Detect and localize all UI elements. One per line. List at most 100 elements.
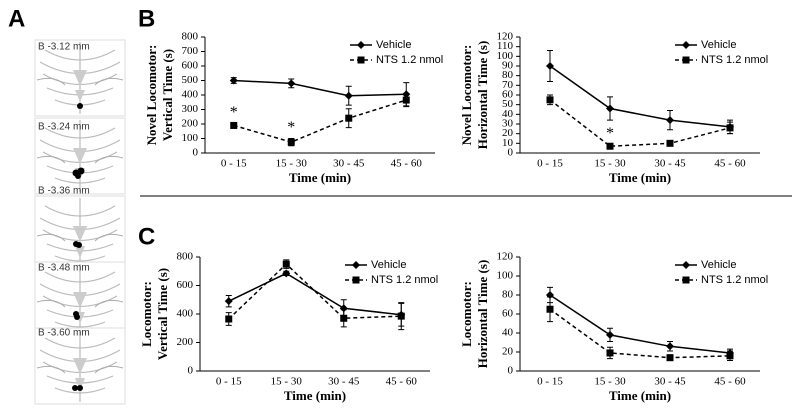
y-tick-label: 700 bbox=[182, 45, 199, 57]
y-tick-label: 800 bbox=[182, 31, 199, 43]
y-tick-label: 120 bbox=[497, 31, 514, 43]
marker bbox=[606, 349, 614, 357]
marker bbox=[340, 314, 348, 322]
x-tick-label: 45 - 60 bbox=[391, 158, 423, 170]
series-line bbox=[549, 308, 731, 359]
marker bbox=[666, 139, 674, 147]
legend-label: Vehicle bbox=[701, 39, 736, 51]
y-axis-label: Locomotor: bbox=[459, 281, 474, 347]
y-tick-label: 400 bbox=[177, 308, 194, 320]
y-axis-label: Novel Locomotor: bbox=[144, 45, 159, 146]
y-tick-label: 200 bbox=[177, 336, 194, 348]
marker bbox=[546, 305, 554, 313]
x-tick-label: 0 - 15 bbox=[537, 376, 563, 388]
y-tick-label: 0 bbox=[508, 365, 514, 377]
y-tick-label: 0 bbox=[508, 147, 514, 159]
x-tick-label: 15 - 30 bbox=[271, 376, 303, 388]
y-tick-label: 100 bbox=[182, 132, 199, 144]
series-line bbox=[549, 294, 731, 354]
x-axis-label: Time (min) bbox=[609, 170, 671, 185]
legend-marker bbox=[682, 261, 690, 269]
section-label: B -3.12 mm bbox=[38, 42, 90, 53]
y-axis-label: Vertical Time (s) bbox=[155, 268, 170, 360]
x-axis-label: Time (min) bbox=[289, 170, 351, 185]
legend-label: Vehicle bbox=[376, 39, 411, 51]
series-line bbox=[228, 272, 402, 316]
marker bbox=[666, 354, 674, 362]
series-line bbox=[549, 65, 731, 128]
marker bbox=[606, 104, 614, 113]
x-tick-label: 15 - 30 bbox=[594, 376, 626, 388]
y-tick-label: 0 bbox=[193, 147, 199, 159]
panel-label: B bbox=[138, 5, 155, 32]
y-axis-label: Horizontal Time (s) bbox=[475, 41, 490, 150]
marker bbox=[230, 121, 238, 129]
marker bbox=[287, 138, 295, 146]
x-tick-label: 30 - 45 bbox=[654, 376, 686, 388]
x-tick-label: 45 - 60 bbox=[386, 376, 418, 388]
y-tick-label: 60 bbox=[502, 89, 514, 101]
legend-label: Vehicle bbox=[701, 259, 736, 271]
brain-sections bbox=[34, 39, 126, 405]
x-tick-label: 30 - 45 bbox=[328, 376, 360, 388]
marker bbox=[229, 76, 238, 85]
annotation: * bbox=[287, 119, 295, 136]
y-tick-label: 600 bbox=[177, 279, 194, 291]
marker bbox=[666, 116, 674, 125]
legend-marker bbox=[682, 41, 690, 49]
marker bbox=[345, 114, 353, 122]
x-tick-label: 30 - 45 bbox=[333, 158, 365, 170]
section-label: B -3.60 mm bbox=[38, 328, 90, 339]
y-tick-label: 20 bbox=[502, 346, 514, 358]
marker bbox=[282, 269, 291, 278]
y-tick-label: 40 bbox=[502, 108, 514, 120]
marker bbox=[225, 315, 233, 323]
marker bbox=[606, 330, 614, 339]
y-axis-label: Horizontal Time (s) bbox=[475, 260, 490, 369]
panel-label: A bbox=[8, 5, 25, 32]
x-tick-label: 15 - 30 bbox=[594, 158, 626, 170]
marker bbox=[287, 79, 296, 88]
y-axis-label: Locomotor: bbox=[139, 281, 154, 347]
x-tick-label: 0 - 15 bbox=[221, 158, 247, 170]
marker bbox=[282, 260, 290, 268]
y-tick-label: 800 bbox=[177, 251, 194, 263]
legend-marker bbox=[682, 56, 690, 64]
y-tick-label: 70 bbox=[502, 79, 514, 91]
series-line bbox=[233, 99, 407, 143]
panel-label: C bbox=[138, 223, 155, 250]
y-axis-label: Novel Locomotor: bbox=[459, 45, 474, 146]
legend-marker bbox=[352, 276, 360, 284]
y-tick-label: 40 bbox=[502, 327, 514, 339]
x-axis-label: Time (min) bbox=[284, 388, 346, 403]
marker bbox=[397, 312, 405, 320]
legend-label: NTS 1.2 nmol bbox=[701, 54, 768, 66]
y-tick-label: 100 bbox=[497, 270, 514, 282]
section-label: B -3.36 mm bbox=[38, 186, 90, 197]
legend-label: NTS 1.2 nmol bbox=[376, 54, 443, 66]
marker bbox=[339, 304, 348, 313]
marker bbox=[402, 96, 410, 104]
series-line bbox=[549, 99, 731, 147]
marker bbox=[666, 342, 674, 351]
x-tick-label: 45 - 60 bbox=[714, 376, 746, 388]
y-tick-label: 10 bbox=[502, 137, 514, 149]
y-tick-label: 200 bbox=[182, 118, 199, 130]
marker bbox=[224, 297, 233, 306]
y-tick-label: 90 bbox=[502, 60, 514, 72]
x-axis-label: Time (min) bbox=[609, 388, 671, 403]
legend-label: Vehicle bbox=[371, 259, 406, 271]
legend-marker bbox=[352, 261, 360, 269]
y-tick-label: 600 bbox=[182, 60, 199, 72]
y-tick-label: 500 bbox=[182, 74, 199, 86]
y-tick-label: 100 bbox=[497, 50, 514, 62]
y-tick-label: 20 bbox=[502, 127, 514, 139]
y-tick-label: 60 bbox=[502, 308, 514, 320]
legend-marker bbox=[357, 56, 365, 64]
y-tick-label: 110 bbox=[497, 40, 514, 52]
y-tick-label: 400 bbox=[182, 89, 199, 101]
x-tick-label: 45 - 60 bbox=[714, 158, 746, 170]
marker bbox=[546, 96, 554, 104]
series-line bbox=[233, 79, 407, 97]
